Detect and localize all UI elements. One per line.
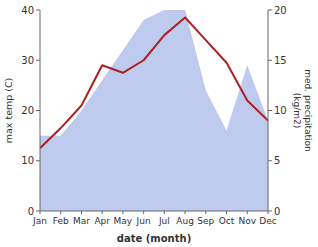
x-tick-label: Feb (53, 216, 69, 226)
x-tick-label: Aug (176, 216, 194, 226)
y-tick (36, 60, 40, 61)
y2-tick-label: 20 (274, 5, 287, 16)
x-tick (164, 211, 165, 214)
x-tick-label: Apr (94, 216, 110, 226)
x-tick (247, 211, 248, 214)
y2-tick (268, 60, 272, 61)
y2-tick (268, 160, 272, 161)
x-tick (81, 211, 82, 214)
plot-area (40, 10, 268, 211)
x-tick-label: May (114, 216, 133, 226)
x-tick-label: Dec (259, 216, 276, 226)
x-tick (122, 211, 123, 214)
x-tick-label: Jul (158, 216, 170, 226)
x-tick-label: Jun (136, 216, 151, 226)
x-tick (185, 211, 186, 214)
y-axis-label: max temp (C) (3, 78, 14, 144)
y2-tick-label: 5 (274, 155, 280, 166)
y2-tick (268, 110, 272, 111)
temperature-line (40, 18, 268, 149)
y-tick (36, 211, 40, 212)
x-tick-label: Jan (32, 216, 47, 226)
y2-tick (268, 211, 272, 212)
x-axis-label: date (month) (117, 233, 191, 244)
x-axis-line (40, 211, 268, 212)
y2-axis-label-line: (kg/m2) (292, 93, 302, 128)
x-tick (60, 211, 61, 214)
y-tick-label: 0 (28, 206, 34, 217)
y-tick (36, 10, 40, 11)
x-tick (268, 211, 269, 214)
y-tick-label: 40 (21, 5, 34, 16)
x-tick (102, 211, 103, 214)
y2-tick-label: 15 (274, 55, 287, 66)
x-tick-label: Mar (73, 216, 90, 226)
y2-tick (268, 10, 272, 11)
y-tick-label: 10 (21, 155, 34, 166)
y-tick-label: 30 (21, 55, 34, 66)
y2-tick-label: 0 (274, 206, 280, 217)
x-tick-label: Oct (219, 216, 235, 226)
x-tick (143, 211, 144, 214)
chart: 0 10 20 30 40 0 5 10 15 20 Jan Feb Mar Apr MayJun Jul Au… (0, 0, 318, 247)
y2-axis-label-line: med. precipitation (303, 69, 313, 151)
y2-tick-label: 10 (274, 105, 287, 116)
x-tick-label: Nov (238, 216, 256, 226)
y-tick (36, 110, 40, 111)
y-tick (36, 160, 40, 161)
y-tick-label: 20 (21, 105, 34, 116)
x-tick (205, 211, 206, 214)
x-tick-label: Sep (197, 216, 214, 226)
y2-axis-label: med. precipitation(kg/m2) (292, 69, 313, 151)
precipitation-area (40, 10, 268, 211)
x-tick (40, 211, 41, 214)
x-tick (226, 211, 227, 214)
